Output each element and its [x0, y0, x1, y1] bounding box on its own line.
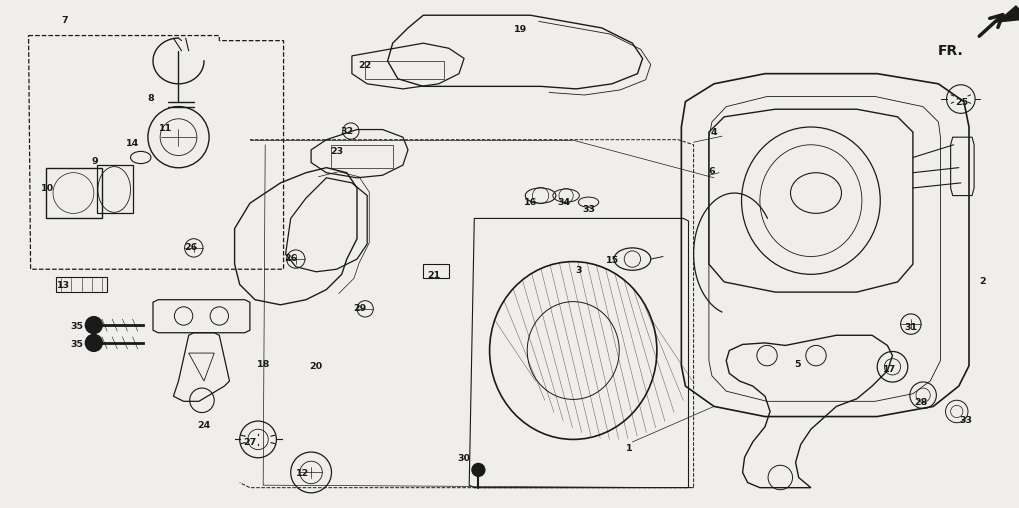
Text: 10: 10	[42, 184, 54, 194]
Text: 23: 23	[330, 147, 342, 156]
Text: 28: 28	[913, 398, 927, 407]
Text: 24: 24	[198, 421, 210, 430]
Text: 7: 7	[61, 16, 67, 25]
Text: 1: 1	[626, 443, 632, 453]
Text: 13: 13	[57, 281, 69, 290]
Text: 31: 31	[904, 323, 916, 332]
Text: 5: 5	[794, 360, 800, 369]
Text: 26: 26	[184, 243, 197, 252]
Text: 14: 14	[126, 139, 139, 148]
Text: 19: 19	[514, 25, 526, 34]
Text: 15: 15	[605, 256, 618, 265]
Text: 9: 9	[92, 157, 98, 166]
Text: 32: 32	[340, 126, 353, 136]
Text: 30: 30	[458, 454, 470, 463]
Text: 11: 11	[159, 123, 171, 133]
Text: 6: 6	[708, 167, 714, 176]
Text: 33: 33	[959, 416, 971, 425]
Text: 26: 26	[284, 253, 297, 263]
Text: 35: 35	[70, 322, 83, 331]
Text: 18: 18	[256, 360, 270, 369]
Text: 34: 34	[557, 198, 570, 207]
Text: 8: 8	[148, 93, 154, 103]
Text: 4: 4	[710, 128, 716, 137]
Text: 25: 25	[955, 98, 967, 107]
Text: 20: 20	[310, 362, 322, 371]
Circle shape	[85, 334, 103, 352]
Text: 3: 3	[575, 266, 581, 275]
Circle shape	[85, 316, 103, 334]
Text: 16: 16	[524, 198, 536, 207]
Text: 27: 27	[244, 438, 256, 448]
Polygon shape	[995, 5, 1019, 23]
Text: 21: 21	[427, 271, 439, 280]
Text: 33: 33	[582, 205, 594, 214]
Text: FR.: FR.	[936, 44, 963, 58]
Text: 12: 12	[297, 469, 309, 478]
Text: 17: 17	[882, 365, 895, 374]
Circle shape	[471, 463, 485, 477]
Text: 22: 22	[359, 60, 371, 70]
Text: 29: 29	[354, 304, 366, 313]
Text: 35: 35	[70, 340, 83, 349]
Text: 2: 2	[978, 277, 984, 287]
